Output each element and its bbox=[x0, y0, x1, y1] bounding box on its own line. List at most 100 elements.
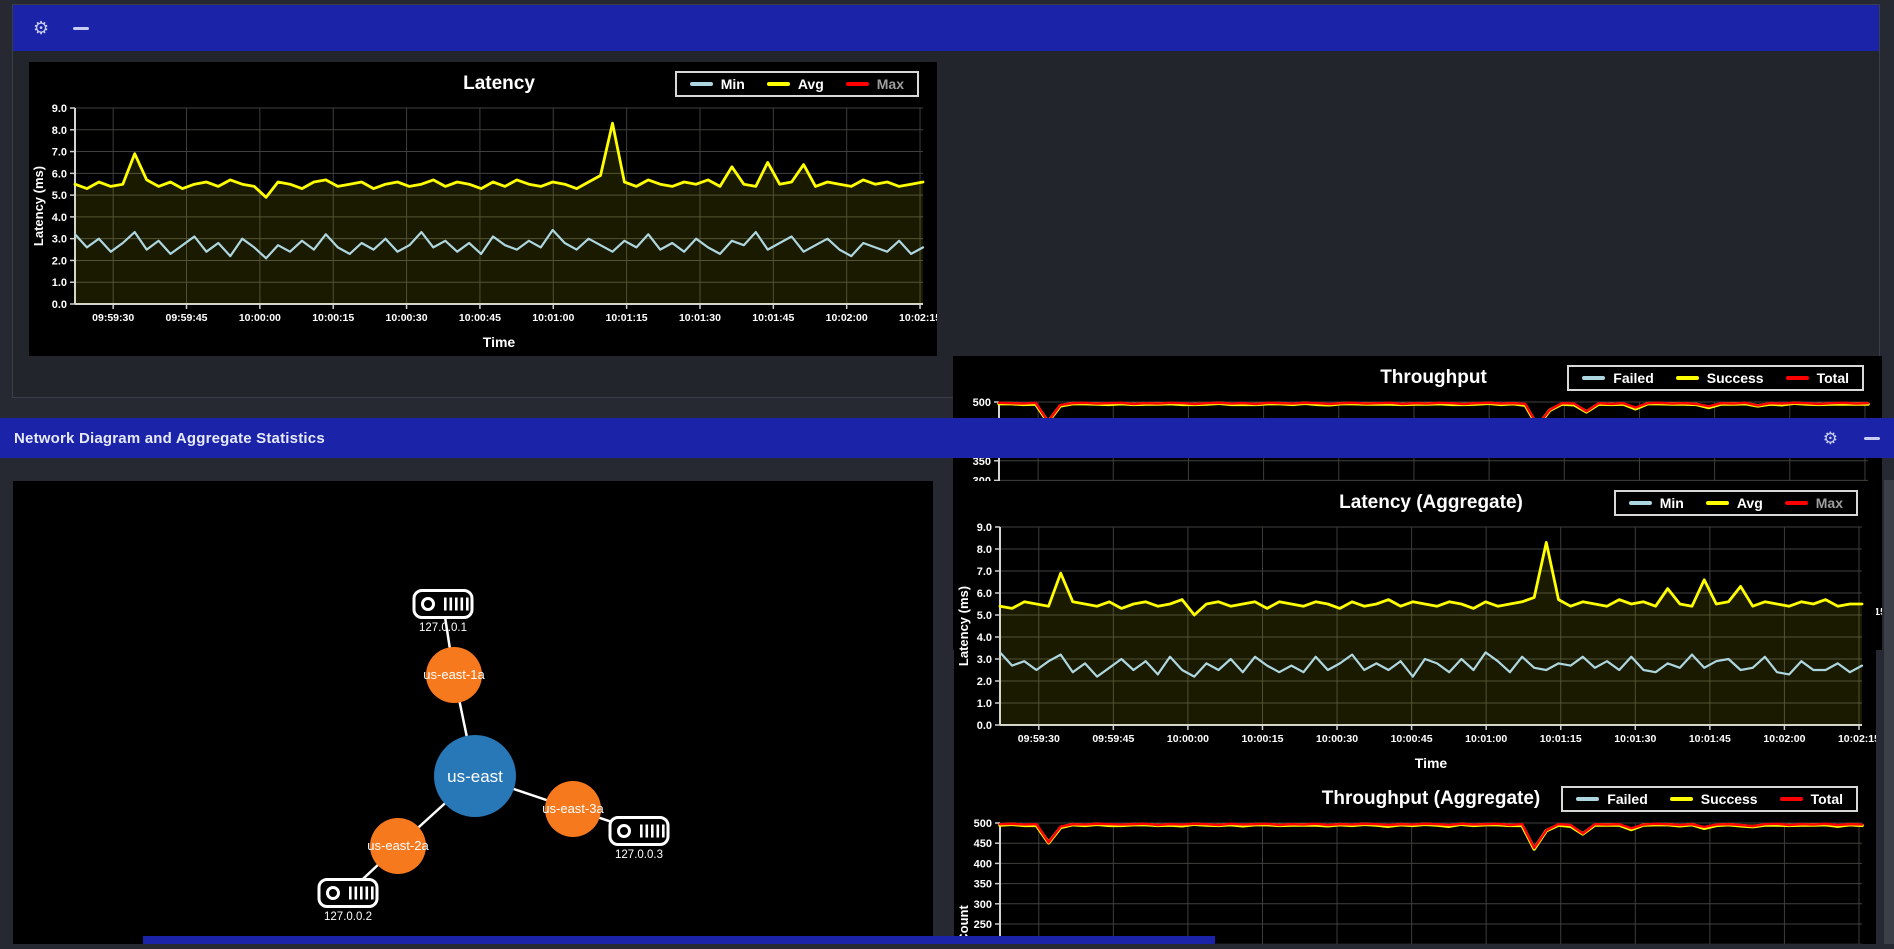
series-avg bbox=[73, 121, 925, 199]
gear-icon[interactable]: ⚙ bbox=[33, 18, 50, 38]
y-axis-title: Latency (ms) bbox=[31, 166, 46, 246]
svg-text:3.0: 3.0 bbox=[52, 234, 67, 246]
chart-legend: Failed Success Total bbox=[1561, 786, 1858, 812]
svg-text:10:01:15: 10:01:15 bbox=[1540, 733, 1582, 745]
node-us-east-1a[interactable]: us-east-1a bbox=[423, 647, 485, 703]
next-panel-header-peek bbox=[143, 936, 1215, 944]
svg-text:10:01:00: 10:01:00 bbox=[532, 312, 574, 324]
legend-item-total[interactable]: Total bbox=[1785, 370, 1849, 386]
node-label: us-east bbox=[447, 767, 503, 786]
server-ip-label: 127.0.0.2 bbox=[324, 911, 372, 923]
svg-text:500: 500 bbox=[974, 818, 992, 830]
chart-title: Latency bbox=[463, 73, 535, 94]
node-label: us-east-3a bbox=[542, 801, 604, 816]
svg-text:10:00:30: 10:00:30 bbox=[386, 312, 428, 324]
svg-text:10:01:15: 10:01:15 bbox=[606, 312, 648, 324]
legend-item-min[interactable]: Min bbox=[1628, 495, 1684, 511]
chart-latency-aggregate: 09:59:30 09:59:45 10:00:00 10:00:15 10:00:30… bbox=[954, 481, 1876, 777]
svg-text:1.0: 1.0 bbox=[52, 277, 67, 289]
node-label: us-east-2a bbox=[367, 838, 429, 853]
svg-text:10:01:30: 10:01:30 bbox=[679, 312, 721, 324]
series-total bbox=[998, 822, 1864, 850]
node-us-east[interactable]: us-east bbox=[434, 735, 516, 817]
svg-text:10:01:30: 10:01:30 bbox=[1614, 733, 1656, 745]
network-diagram[interactable]: 127.0.0.1 127.0.0.2 127.0.0.3 us-east-1a us-… bbox=[13, 481, 933, 944]
svg-text:8.0: 8.0 bbox=[52, 125, 67, 137]
legend-item-max[interactable]: Max bbox=[1784, 495, 1843, 511]
svg-text:10:00:45: 10:00:45 bbox=[459, 312, 501, 324]
svg-text:350: 350 bbox=[973, 456, 991, 468]
svg-text:2.0: 2.0 bbox=[977, 676, 992, 688]
svg-text:6.0: 6.0 bbox=[977, 588, 992, 600]
chart-svg: 09:59:3009:59:4510:00:0010:00:1510:00:30… bbox=[956, 788, 1864, 944]
svg-text:10:02:00: 10:02:00 bbox=[1763, 733, 1805, 745]
svg-text:8.0: 8.0 bbox=[977, 544, 992, 556]
svg-text:10:00:00: 10:00:00 bbox=[239, 312, 281, 324]
series-avg bbox=[998, 541, 1864, 617]
legend-item-success[interactable]: Success bbox=[1675, 370, 1764, 386]
scrollbar[interactable] bbox=[1884, 480, 1894, 944]
legend-item-total[interactable]: Total bbox=[1779, 791, 1843, 807]
x-axis-title: Time bbox=[483, 334, 516, 350]
chart-title: Throughput bbox=[1380, 367, 1487, 388]
legend-item-max[interactable]: Max bbox=[845, 76, 904, 92]
svg-text:10:01:45: 10:01:45 bbox=[752, 312, 794, 324]
series-success bbox=[998, 822, 1864, 851]
network-diagram-svg: 127.0.0.1 127.0.0.2 127.0.0.3 us-east-1a us-… bbox=[317, 589, 670, 924]
legend-item-avg[interactable]: Avg bbox=[1705, 495, 1763, 511]
server-ip-label: 127.0.0.1 bbox=[419, 622, 467, 634]
svg-text:10:00:00: 10:00:00 bbox=[1167, 733, 1209, 745]
server-icon[interactable]: 127.0.0.1 bbox=[412, 589, 474, 635]
chart-title: Throughput (Aggregate) bbox=[1322, 788, 1540, 809]
minimize-button[interactable] bbox=[73, 26, 90, 30]
svg-text:5.0: 5.0 bbox=[52, 190, 67, 202]
svg-text:7.0: 7.0 bbox=[52, 147, 67, 159]
aggregate-charts-panel: 09:59:30 09:59:45 10:00:00 10:00:15 10:00:30… bbox=[954, 481, 1876, 944]
node-label: us-east-1a bbox=[423, 667, 485, 682]
legend-item-failed[interactable]: Failed bbox=[1582, 370, 1654, 386]
panel-top-charts-header: ⚙ bbox=[13, 5, 1879, 51]
svg-text:09:59:30: 09:59:30 bbox=[92, 312, 134, 324]
chart-legend: Min Avg Max bbox=[1613, 490, 1858, 516]
svg-text:10:02:15: 10:02:15 bbox=[1838, 733, 1876, 745]
svg-text:0.0: 0.0 bbox=[977, 720, 992, 732]
minimize-button[interactable] bbox=[1864, 436, 1880, 440]
svg-text:9.0: 9.0 bbox=[977, 522, 992, 534]
svg-text:450: 450 bbox=[974, 838, 992, 850]
svg-text:350: 350 bbox=[974, 879, 992, 891]
chart-svg: 09:59:30 09:59:45 10:00:00 10:00:15 10:00:30… bbox=[31, 73, 941, 350]
svg-text:09:59:45: 09:59:45 bbox=[165, 312, 207, 324]
svg-text:6.0: 6.0 bbox=[52, 168, 67, 180]
legend-item-min[interactable]: Min bbox=[689, 76, 745, 92]
svg-text:500: 500 bbox=[973, 397, 991, 409]
svg-text:10:00:30: 10:00:30 bbox=[1316, 733, 1358, 745]
server-ip-label: 127.0.0.3 bbox=[615, 849, 663, 861]
chart-title: Latency (Aggregate) bbox=[1339, 492, 1523, 513]
y-axis-title: Count bbox=[956, 905, 971, 943]
svg-text:09:59:30: 09:59:30 bbox=[1018, 733, 1060, 745]
node-us-east-3a[interactable]: us-east-3a bbox=[542, 781, 604, 837]
server-icon[interactable]: 127.0.0.2 bbox=[317, 878, 379, 924]
svg-text:3.0: 3.0 bbox=[977, 654, 992, 666]
legend-item-avg[interactable]: Avg bbox=[766, 76, 824, 92]
svg-text:2.0: 2.0 bbox=[52, 255, 67, 267]
svg-text:10:02:15: 10:02:15 bbox=[899, 312, 937, 324]
svg-text:10:02:00: 10:02:00 bbox=[826, 312, 868, 324]
svg-text:250: 250 bbox=[974, 919, 992, 931]
gear-icon[interactable]: ⚙ bbox=[1822, 428, 1838, 448]
panel-title: Network Diagram and Aggregate Statistics bbox=[14, 429, 325, 447]
svg-text:1.0: 1.0 bbox=[977, 698, 992, 710]
x-axis-title: Time bbox=[1415, 755, 1448, 771]
svg-text:10:00:15: 10:00:15 bbox=[312, 312, 354, 324]
svg-text:10:00:15: 10:00:15 bbox=[1241, 733, 1283, 745]
svg-text:300: 300 bbox=[974, 899, 992, 911]
svg-text:7.0: 7.0 bbox=[977, 566, 992, 578]
svg-text:4.0: 4.0 bbox=[52, 212, 67, 224]
server-icon[interactable]: 127.0.0.3 bbox=[608, 816, 670, 862]
legend-item-failed[interactable]: Failed bbox=[1576, 791, 1648, 807]
y-axis-title: Latency (ms) bbox=[956, 586, 971, 666]
legend-item-success[interactable]: Success bbox=[1669, 791, 1758, 807]
node-us-east-2a[interactable]: us-east-2a bbox=[367, 818, 429, 874]
chart-legend: Min Avg Max bbox=[674, 71, 919, 97]
